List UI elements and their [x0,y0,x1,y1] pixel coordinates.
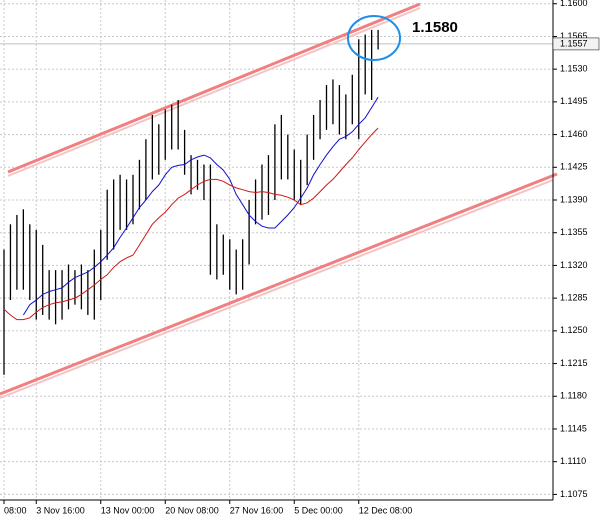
x-tick-label: 12 Dec 08:00 [359,505,413,515]
x-tick-label: 3 Nov 16:00 [36,505,85,515]
y-tick-label: 1.1460 [560,129,588,139]
y-tick-label: 1.1425 [560,162,588,172]
y-tick-label: 1.1075 [560,489,588,499]
y-tick-label: 1.1530 [560,64,588,74]
y-tick-label: 1.1180 [560,391,587,401]
x-tick-label: 13 Nov 00:00 [101,505,155,515]
y-tick-label: 1.1495 [560,96,588,106]
annotation: 1.1580 [412,19,458,36]
x-tick-label: 08:00 [4,505,27,515]
y-tick-label: 1.1110 [560,456,586,466]
y-tick-label: 1.1250 [560,325,588,335]
y-tick-label: 1.1600 [560,0,588,8]
last-price-box [552,37,600,51]
y-tick-label: 1.1285 [560,293,588,303]
x-tick-label: 20 Nov 08:00 [165,505,219,515]
bars [3,29,379,375]
channel-upper [7,2,421,174]
x-tick-label: 5 Dec 00:00 [294,505,343,515]
grid [0,0,553,500]
y-tick-label: 1.1390 [560,194,588,204]
last-price-label: 1.1557 [560,38,588,48]
y-tick-label: 1.1355 [560,227,588,237]
channel-shadow [0,179,554,399]
channel-shadow [7,7,421,177]
y-tick-label: 1.1320 [560,260,588,270]
channel-lower [0,172,558,396]
y-tick-label: 1.1145 [560,423,587,433]
highlight-circle [347,15,401,61]
y-tick-label: 1.1565 [560,31,588,41]
x-tick-label: 27 Nov 16:00 [230,505,284,515]
moving-average [22,96,379,316]
y-tick-label: 1.1215 [560,358,588,368]
moving-average [3,127,379,321]
